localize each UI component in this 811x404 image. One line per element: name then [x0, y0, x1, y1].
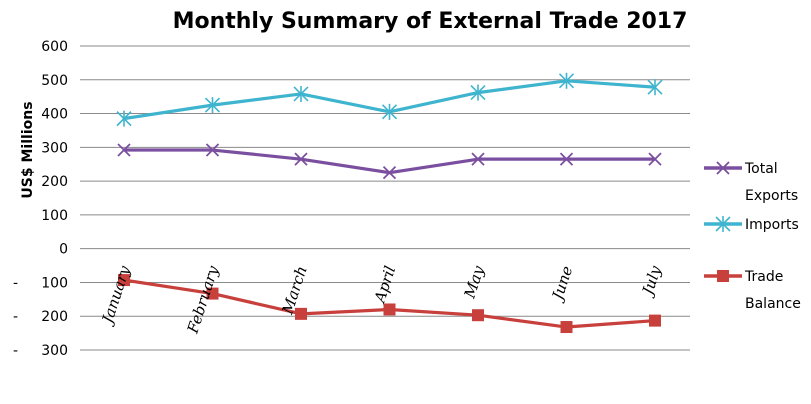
y-tick-minus-sign: -: [13, 309, 18, 325]
data-point-square: [560, 321, 573, 334]
data-point-square: [383, 303, 396, 316]
legend: Total Exports Imports Trade Balance: [704, 161, 801, 312]
legend-entry: Total Exports: [704, 161, 798, 204]
data-point-x: [294, 152, 308, 166]
data-point-x: [382, 166, 397, 180]
legend-entry: Trade Balance: [704, 269, 801, 312]
gridlines: [80, 45, 690, 351]
legend-label: Trade: [744, 269, 783, 285]
data-point-star: [647, 79, 663, 96]
y-tick-label: 300: [41, 343, 68, 359]
series-trade-balance: [118, 274, 661, 334]
data-point-square: [206, 287, 219, 300]
data-point-x: [471, 152, 485, 166]
y-tick-label: 100: [41, 275, 68, 291]
y-tick-label: 400: [41, 107, 68, 123]
data-point-square: [295, 307, 307, 320]
y-tick-label: 500: [41, 73, 68, 89]
data-point-square: [717, 270, 729, 282]
y-tick-minus-sign: -: [13, 275, 18, 291]
data-point-x: [205, 143, 220, 157]
y-tick-label: 0: [59, 242, 68, 258]
series-imports: [116, 72, 663, 127]
data-point-star: [293, 85, 309, 102]
series-total-exports: [117, 143, 662, 180]
legend-entry: Imports: [704, 216, 799, 233]
data-point-square: [118, 274, 130, 287]
data-point-square: [649, 314, 661, 327]
x-category-label: July: [638, 263, 665, 299]
data-point-square: [472, 309, 484, 322]
x-category-label: January: [98, 263, 134, 328]
data-point-star: [116, 110, 132, 127]
series-layer: [116, 72, 663, 334]
data-point-star: [715, 216, 731, 232]
data-point-star: [204, 97, 221, 114]
legend-label: Exports: [745, 188, 798, 204]
x-category-label: June: [548, 264, 577, 305]
series-line: [124, 148, 655, 175]
data-point-x: [559, 152, 574, 166]
data-point-x: [117, 143, 131, 157]
chart-title: Monthly Summary of External Trade 2017: [173, 9, 688, 34]
legend-label: Balance: [745, 296, 801, 312]
y-tick-label: 100: [41, 208, 68, 224]
y-axis-label: US$ Millions: [20, 101, 36, 198]
y-tick-label: 600: [41, 39, 68, 55]
y-tick-minus-sign: -: [13, 343, 18, 359]
data-point-star: [558, 72, 575, 89]
legend-label: Imports: [745, 217, 799, 233]
x-category-label: April: [370, 263, 399, 306]
x-category-label: February: [183, 263, 222, 336]
data-point-star: [470, 84, 486, 101]
data-point-x: [716, 161, 730, 175]
legend-label: Total: [744, 161, 778, 177]
y-tick-label: 200: [41, 309, 68, 325]
y-axis-ticks: 600 500 400 300 200 100 0 100 - 200 - 300 -: [13, 39, 68, 359]
data-point-x: [648, 152, 662, 166]
data-point-star: [381, 103, 398, 120]
y-tick-label: 200: [41, 174, 68, 190]
y-tick-label: 300: [41, 140, 68, 156]
